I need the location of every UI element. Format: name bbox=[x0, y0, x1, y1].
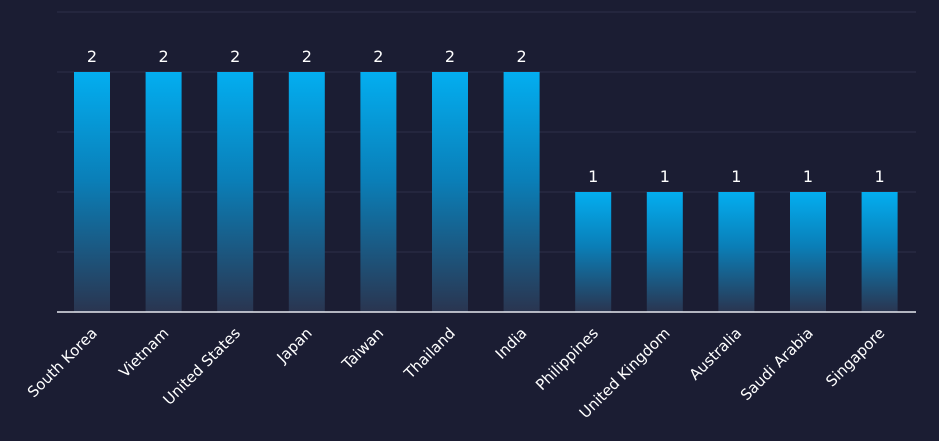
data-labels: 2 2 2 2 2 2 2 1 1 1 1 1 bbox=[87, 47, 885, 186]
x-tick-label: Singapore bbox=[822, 324, 888, 390]
data-label: 1 bbox=[660, 167, 670, 186]
data-label: 1 bbox=[803, 167, 813, 186]
data-label: 1 bbox=[588, 167, 598, 186]
bar-united-kingdom bbox=[646, 192, 683, 312]
bar-united-states bbox=[217, 72, 254, 312]
bar-thailand bbox=[432, 72, 468, 312]
bar-philippines bbox=[575, 192, 612, 312]
data-label: 2 bbox=[373, 47, 383, 66]
bar-taiwan bbox=[360, 72, 397, 312]
bars bbox=[74, 72, 898, 312]
bar-japan bbox=[288, 72, 325, 312]
data-label: 2 bbox=[517, 47, 527, 66]
x-tick-label: Thailand bbox=[400, 324, 459, 383]
bar-india bbox=[503, 72, 540, 312]
bar-saudi-arabia bbox=[790, 192, 826, 312]
data-label: 2 bbox=[445, 47, 455, 66]
x-tick-label: Japan bbox=[273, 324, 316, 367]
data-label: 2 bbox=[159, 47, 169, 66]
x-tick-label: India bbox=[492, 324, 531, 363]
x-tick-label: Australia bbox=[686, 324, 746, 384]
x-tick-label: Philippines bbox=[532, 324, 602, 394]
x-tick-label: Taiwan bbox=[338, 324, 388, 374]
bar-singapore bbox=[861, 192, 898, 312]
x-tick-label: Saudi Arabia bbox=[737, 324, 817, 404]
data-label: 1 bbox=[731, 167, 741, 186]
data-label: 1 bbox=[875, 167, 885, 186]
bar-south-korea bbox=[74, 72, 110, 312]
x-tick-label: South Korea bbox=[24, 324, 101, 401]
data-label: 2 bbox=[230, 47, 240, 66]
gridlines bbox=[57, 11, 916, 253]
x-tick-label: Vietnam bbox=[115, 324, 172, 381]
data-label: 2 bbox=[87, 47, 97, 66]
bar-vietnam bbox=[145, 72, 182, 312]
data-label: 2 bbox=[302, 47, 312, 66]
bar-australia bbox=[718, 192, 755, 312]
